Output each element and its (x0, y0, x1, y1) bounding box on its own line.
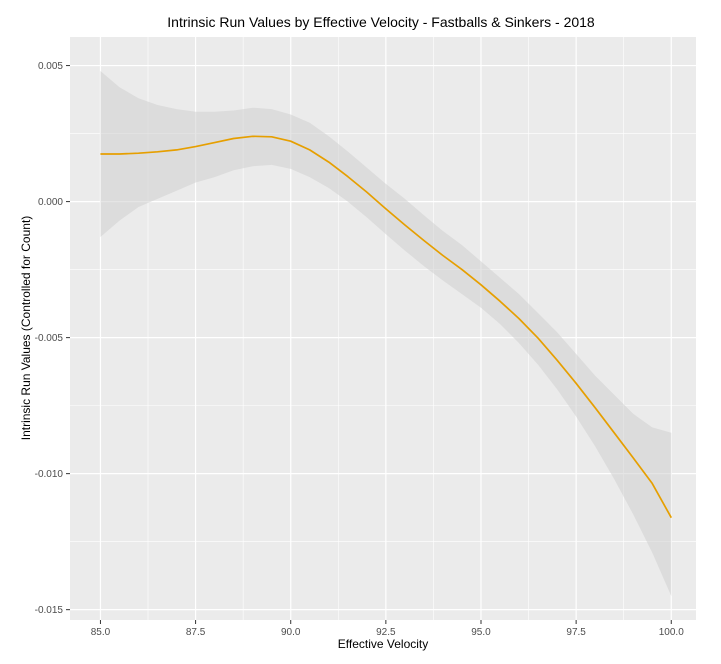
y-axis-title: Intrinsic Run Values (Controlled for Cou… (19, 216, 33, 441)
x-tick-label: 100.0 (659, 627, 684, 638)
y-tick-label: 0.005 (38, 61, 63, 72)
chart-title: Intrinsic Run Values by Effective Veloci… (167, 14, 595, 30)
x-tick-label: 87.5 (186, 627, 206, 638)
x-tick-label: 85.0 (91, 627, 111, 638)
y-axis-ticks: 0.005 0.000 -0.005 -0.010 -0.015 (35, 61, 70, 616)
x-axis-ticks: 85.0 87.5 90.0 92.5 95.0 97.5 100.0 (91, 620, 684, 638)
x-axis-title: Effective Velocity (338, 637, 429, 651)
smoothed-fit-line (100, 135, 673, 519)
x-tick-label: 92.5 (376, 627, 396, 638)
confidence-band (100, 71, 672, 597)
y-tick-label: -0.015 (35, 605, 64, 616)
gridlines (70, 37, 696, 620)
y-tick-label: 0.000 (38, 197, 63, 208)
y-tick-label: -0.005 (35, 333, 64, 344)
y-tick-label: -0.010 (35, 469, 64, 480)
x-tick-label: 97.5 (566, 627, 586, 638)
x-tick-label: 90.0 (281, 627, 301, 638)
x-tick-label: 95.0 (471, 627, 491, 638)
